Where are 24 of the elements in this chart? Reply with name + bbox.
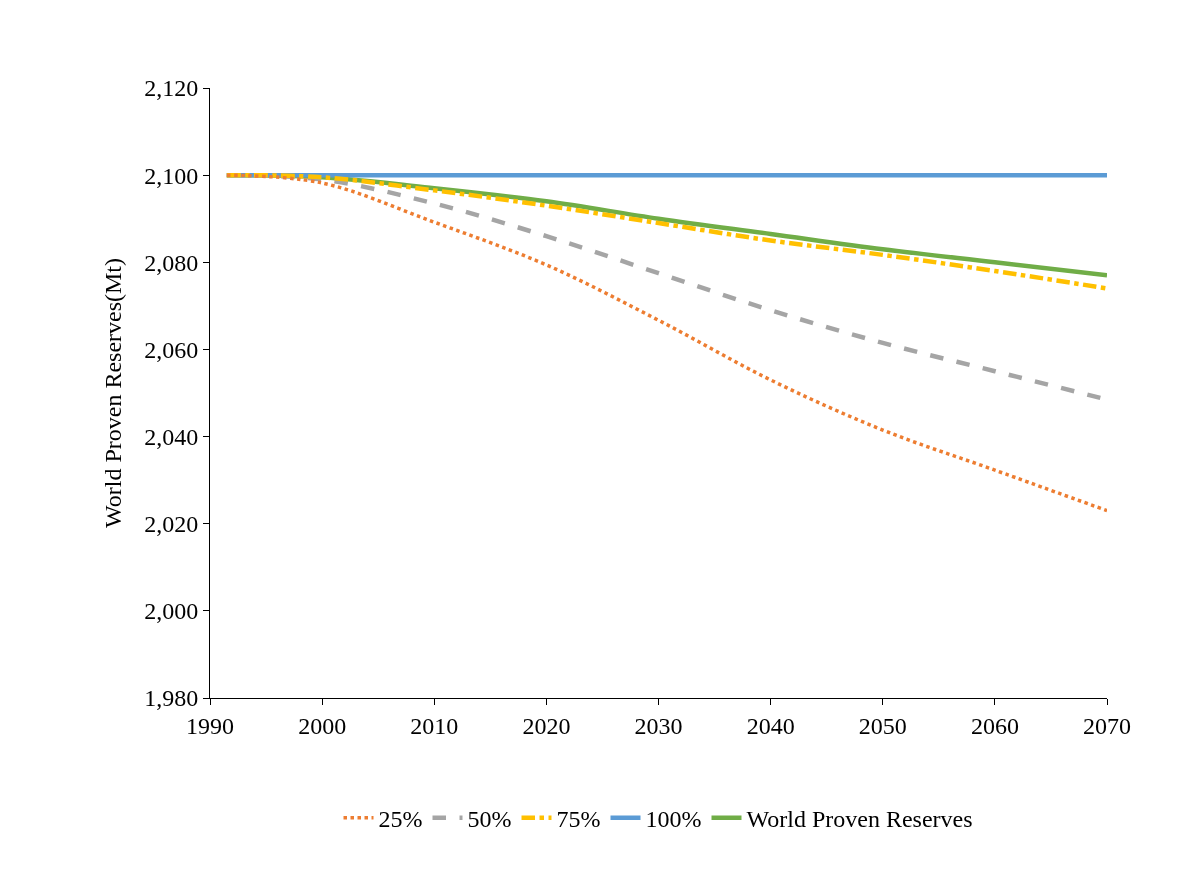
legend-label: 75% [556,806,601,833]
y-tick-label: 2,060 [144,336,199,363]
y-tick-label: 2,020 [144,511,199,538]
x-tick-label: 2050 [858,712,907,739]
x-tick-label: 2060 [970,712,1019,739]
y-tick-label: 1,980 [144,685,199,712]
x-tick-label: 1990 [186,712,234,739]
legend-label: 100% [645,806,702,833]
legend-label: 50% [467,806,512,833]
line-series [225,173,1107,513]
legend-label: 25% [378,806,423,833]
y-axis-title: World Proven Reserves(Mt) [100,257,127,529]
legend-label: World Proven Reserves [746,806,973,833]
x-tick-label: 2000 [298,712,347,739]
y-tick-label: 2,040 [144,423,199,450]
x-tick-label: 2020 [522,712,571,739]
x-tick-label: 2030 [634,712,683,739]
y-tick-label: 2,000 [144,598,199,625]
y-tick-label: 2,120 [144,75,199,102]
y-tick-label: 2,080 [144,249,199,276]
x-tick-label: 2070 [1083,712,1131,739]
x-tick-label: 2010 [410,712,459,739]
y-tick-label: 2,100 [144,162,199,189]
x-tick-label: 2040 [746,712,795,739]
